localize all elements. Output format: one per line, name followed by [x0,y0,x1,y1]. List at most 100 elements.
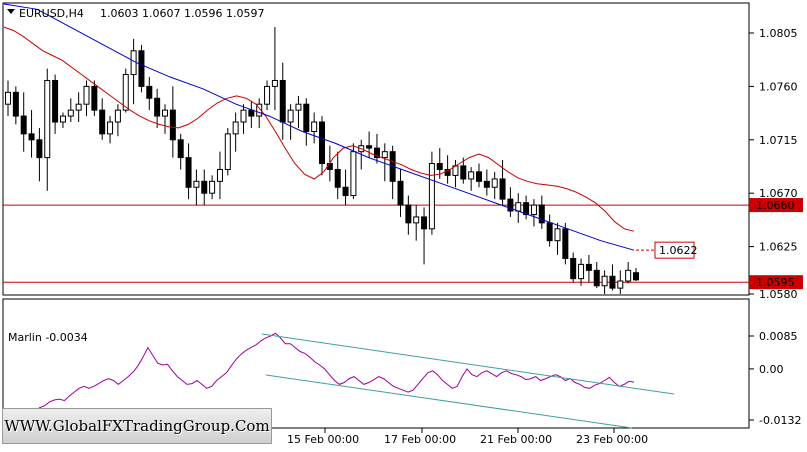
candle-body [279,79,286,123]
watermark: WWW.GlobalFXTradingGroup.Com [2,408,272,444]
candle-body [264,85,271,105]
candle-body [130,50,137,76]
time-tick-label: 23 Feb 00:00 [576,433,648,446]
candle-body [256,103,263,117]
candle-body [538,204,545,224]
candle-body [468,171,475,180]
candle-body [271,79,278,87]
candle-body [554,228,561,242]
candle-body [44,79,51,159]
price-label-box [654,241,695,259]
candle-body [91,85,98,111]
level-price-label: 1.0660 [756,199,795,212]
candle-body [507,198,514,212]
candle-body [326,163,333,170]
candle-body [193,180,200,188]
candle-body [75,103,82,111]
channel-upper-line [261,333,675,395]
candle-body [578,263,585,280]
price-tick-label: 1.0580 [759,288,798,301]
candle-body [476,171,482,182]
candle-body [609,275,616,289]
candle-body [240,109,247,123]
candle-body [83,85,90,105]
oscillator-tick-label: 0.00 [759,363,784,376]
candle-body [397,180,404,206]
moving-average-red-line [3,26,635,232]
candle-body [601,275,608,287]
candle-body [59,115,66,123]
candle-body [287,109,294,123]
candle-body [99,109,106,135]
price-tick-label: 1.0760 [759,80,798,93]
ohlc-values: 1.0603 1.0607 1.0596 1.0597 [100,7,264,20]
candle-body [209,180,216,194]
candle-body [342,186,349,197]
candle-body [436,163,443,170]
marlin-line [29,332,635,416]
candle-body [483,180,490,188]
candle-body [12,91,19,117]
candle-body [546,222,553,242]
price-tick-label: 1.0715 [759,134,798,147]
candle-body [413,216,420,224]
candle-body [491,178,498,188]
candle-body [515,202,522,212]
candle-body [617,280,624,289]
candle-body [499,178,506,200]
symbol-timeframe: EURUSD,H4 [19,7,84,20]
candle-body [303,103,310,132]
level-price-label: 1.0595 [756,276,795,289]
candle-body [52,79,59,123]
candle-body [421,216,428,230]
candle-body [224,133,231,170]
candle-body [138,50,145,87]
oscillator-tick-label: 0.0085 [759,330,798,343]
candle-body [248,109,255,117]
candle-body [562,228,569,259]
candle-body [154,97,161,117]
candle-body [216,168,223,182]
candle-body [122,74,129,111]
indicator-label: Marlin -0.0034 [8,331,88,344]
candle-body [20,115,27,135]
collapse-triangle-icon[interactable] [7,9,15,14]
price-tick-label: 1.0625 [759,241,798,254]
candle-body [146,85,153,99]
candle-body [28,133,35,141]
candle-body [114,109,121,123]
level-price-tag [749,275,803,290]
price-panel [2,2,750,296]
price-layer: 1.0622 [3,3,749,294]
candle-body [311,121,318,132]
candle-body [185,157,192,188]
price-label-text: 1.0622 [659,244,698,257]
oscillator-tick-label: -0.0132 [759,414,801,427]
candle-body [162,109,168,117]
candle-body [295,103,302,111]
candle-body [633,272,639,281]
candle-body [428,163,435,230]
moving-average-blue-line [3,3,635,251]
price-tick-label: 1.0670 [759,187,798,200]
candle-body [36,139,43,159]
candle-body [5,91,11,105]
candle-body [381,151,388,159]
candle-body [523,202,530,216]
time-tick-label: 17 Feb 00:00 [384,433,456,446]
channel-lower-line [265,374,633,429]
candle-body [593,269,600,287]
time-tick-label: 15 Feb 00:00 [287,433,359,446]
candle-body [350,151,357,197]
candle-body [177,139,184,159]
candle-body [201,180,208,194]
candle-body [460,165,467,180]
candle-body [107,121,114,135]
candle-body [625,269,632,282]
candle-body [366,145,373,149]
level-price-tag [749,198,803,213]
candle-body [405,204,412,224]
candle-body [319,121,325,165]
time-tick-label: 21 Feb 00:00 [480,433,552,446]
